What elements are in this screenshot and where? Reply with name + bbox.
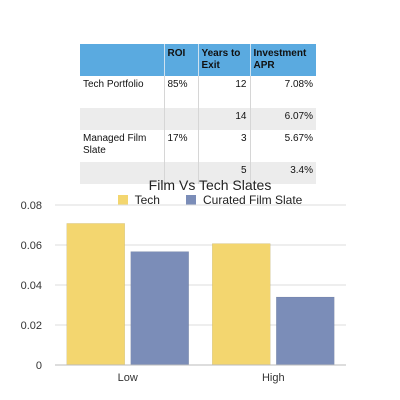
header-cell: ROI (164, 44, 199, 76)
table-cell (80, 162, 165, 184)
header-cell: Investment APR (250, 44, 316, 76)
table-cell: 17% (164, 130, 199, 162)
table-cell: 7.08% (284, 79, 313, 90)
table-cell: Managed Film Slate (80, 130, 165, 162)
table-cell: 3.4% (250, 162, 316, 184)
table-cell: 14 (198, 108, 251, 130)
roi-table: ROI Years to Exit Investment APR Tech Po… (80, 44, 316, 184)
bar-curated-film-slate-low (130, 251, 189, 366)
legend-swatch (117, 195, 128, 205)
header-cell (80, 44, 165, 76)
table-cell: 5 (198, 162, 251, 184)
chart-legend: Tech Curated Film Slate (0, 193, 400, 207)
legend-label: Curated Film Slate (202, 193, 303, 207)
legend-item-tech: Tech (117, 193, 160, 207)
legend-item-film: Curated Film Slate (185, 193, 303, 207)
table-row: Tech Portfolio 85% 12 7.08% (80, 76, 316, 108)
table-cell (80, 108, 165, 130)
y-tick-label: 0 (36, 360, 42, 372)
table-row: Managed Film Slate 17% 3 5.67% (80, 130, 316, 162)
bar-tech-high (212, 243, 271, 366)
header-cell: Years to Exit (198, 44, 251, 76)
table-cell: 12 (198, 76, 251, 108)
table-cell: 85% (164, 76, 199, 108)
bar-tech-low (66, 223, 125, 366)
chart-title: Film Vs Tech Slates (148, 177, 272, 193)
legend-swatch (185, 195, 196, 205)
x-tick-label: High (262, 372, 285, 384)
y-tick-label: 0.02 (21, 320, 42, 332)
table-header-row: ROI Years to Exit Investment APR (80, 44, 316, 76)
x-tick-label: Low (118, 372, 138, 384)
y-tick-label: 0.06 (21, 240, 42, 252)
table-row: 5 3.4% (80, 162, 316, 184)
table-cell: Tech Portfolio (80, 76, 165, 108)
legend-label: Tech (134, 193, 160, 207)
table-cell: 6.07% (250, 108, 316, 130)
table-cell (164, 108, 199, 130)
bar-curated-film-slate-high (276, 296, 335, 366)
y-tick-label: 0.04 (21, 280, 42, 292)
table-cell (164, 162, 199, 184)
y-tick-label: 0.08 (21, 200, 42, 212)
table-row: 14 6.07% (80, 108, 316, 130)
table-cell: 5.67% (284, 133, 313, 144)
table-cell: 3 (198, 130, 251, 162)
